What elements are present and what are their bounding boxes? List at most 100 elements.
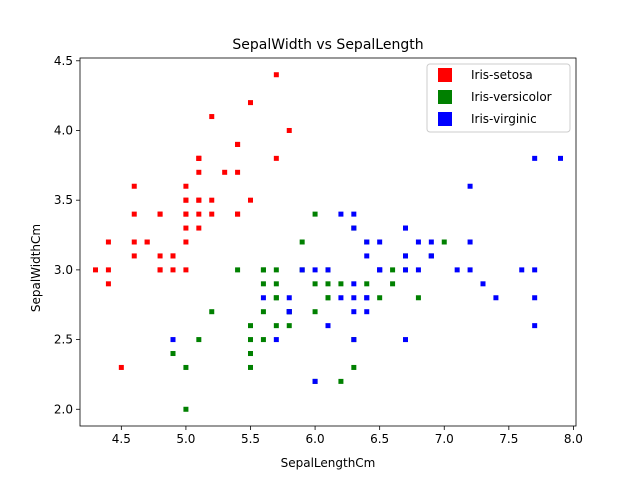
data-point <box>377 239 383 245</box>
data-point <box>519 267 525 273</box>
data-point <box>312 309 318 315</box>
data-point <box>299 267 305 273</box>
data-point <box>441 239 447 245</box>
x-tick-label: 5.0 <box>176 432 195 446</box>
data-point <box>196 169 202 175</box>
data-point <box>222 169 228 175</box>
data-point <box>209 114 215 120</box>
data-point <box>93 267 98 273</box>
data-point <box>532 267 538 273</box>
data-point <box>428 253 434 259</box>
data-point <box>325 281 331 287</box>
data-point <box>377 295 383 301</box>
data-point <box>338 281 344 287</box>
data-point <box>364 239 370 245</box>
data-point <box>248 364 253 370</box>
data-point <box>325 267 331 273</box>
legend-label: Iris-versicolor <box>471 90 552 104</box>
data-point <box>312 281 318 287</box>
data-point <box>248 197 253 203</box>
data-point <box>183 239 189 245</box>
data-point <box>364 309 370 315</box>
data-point <box>532 323 538 329</box>
data-point <box>131 239 137 245</box>
data-point <box>286 295 292 301</box>
data-point <box>454 267 460 273</box>
data-point <box>157 253 163 259</box>
legend-marker <box>438 112 452 126</box>
data-point <box>183 225 189 231</box>
data-point <box>532 295 538 301</box>
data-point <box>493 295 499 301</box>
data-point <box>273 267 279 273</box>
data-point <box>325 295 331 301</box>
data-point <box>338 211 344 217</box>
data-point <box>170 337 176 343</box>
data-point <box>403 225 408 231</box>
data-point <box>480 281 486 287</box>
x-axis-title: SepalLengthCm <box>281 456 376 470</box>
data-point <box>157 211 163 217</box>
data-point <box>183 197 189 203</box>
data-point <box>351 364 357 370</box>
data-point <box>235 169 241 175</box>
data-point <box>235 141 241 147</box>
data-point <box>390 267 396 273</box>
data-point <box>105 267 111 273</box>
data-point <box>170 351 176 357</box>
data-point <box>118 364 124 370</box>
data-point <box>390 281 396 287</box>
x-tick-label: 6.5 <box>370 432 389 446</box>
x-tick-label: 8.0 <box>564 432 583 446</box>
data-point <box>260 267 266 273</box>
data-point <box>312 378 318 384</box>
y-tick-label: 3.0 <box>54 263 73 277</box>
data-point <box>248 351 253 357</box>
data-point <box>273 337 279 343</box>
data-point <box>196 197 202 203</box>
data-point <box>299 239 305 245</box>
data-point <box>105 239 111 245</box>
y-tick-label: 3.5 <box>54 193 73 207</box>
legend-marker <box>438 90 452 104</box>
data-point <box>248 323 253 329</box>
chart-title: SepalWidth vs SepalLength <box>232 37 423 53</box>
data-point <box>260 337 266 343</box>
data-point <box>157 267 163 273</box>
data-point <box>209 197 215 203</box>
data-point <box>403 253 408 259</box>
data-point <box>183 183 189 189</box>
data-point <box>105 281 111 287</box>
data-point <box>131 253 137 259</box>
data-point <box>196 155 202 161</box>
data-point <box>235 267 241 273</box>
data-point <box>196 225 202 231</box>
y-tick-label: 2.5 <box>54 333 73 347</box>
data-point <box>273 295 279 301</box>
data-point <box>131 183 137 189</box>
legend-label: Iris-setosa <box>471 68 533 82</box>
legend-marker <box>438 68 452 82</box>
data-point <box>351 211 357 217</box>
data-point <box>260 309 266 315</box>
data-point <box>415 295 421 301</box>
legend-label: Iris-virginic <box>471 112 537 126</box>
data-point <box>260 295 266 301</box>
data-point <box>144 239 150 245</box>
data-point <box>170 267 176 273</box>
data-point <box>286 309 292 315</box>
data-point <box>428 239 434 245</box>
data-point <box>532 155 538 161</box>
data-point <box>325 323 331 329</box>
data-point <box>248 100 253 106</box>
data-point <box>467 267 473 273</box>
data-point <box>351 337 357 343</box>
data-point <box>351 281 357 287</box>
data-point <box>312 211 318 217</box>
data-point <box>183 211 189 217</box>
data-point <box>415 239 421 245</box>
x-tick-label: 6.0 <box>306 432 325 446</box>
data-point <box>338 295 344 301</box>
data-point <box>235 211 241 217</box>
